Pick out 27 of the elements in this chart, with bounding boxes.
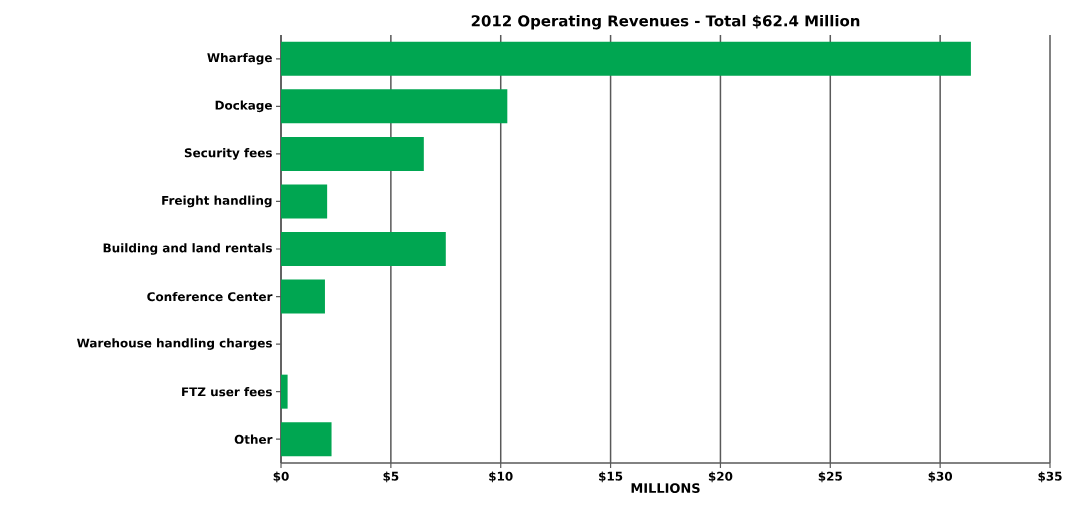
bar [281,374,288,409]
x-tick-label: $30 [928,471,953,483]
y-tick-label: Dockage [215,100,272,113]
x-tick-label: $15 [599,471,623,483]
bar [281,422,332,457]
x-tick-label: $20 [708,471,733,483]
y-tick-label: Freight handling [162,195,272,208]
chart-title: 2012 Operating Revenues - Total $62.4 Million [471,14,860,30]
y-tick-label: Security fees [184,148,272,160]
bar [281,41,971,76]
y-tick-label: Conference Center [147,291,273,302]
bar [281,279,325,314]
x-tick-label: $5 [383,471,399,483]
x-axis-title: MILLIONS [631,483,700,493]
x-tick-label: $25 [818,471,842,483]
y-tick-label: Warehouse handling charges [76,338,272,350]
bar [281,136,424,171]
x-tick-label: $10 [489,471,513,483]
bar [281,231,446,266]
bar [281,89,508,124]
x-tick-label: $35 [1038,471,1062,483]
y-tick-label: Wharfage [207,52,272,65]
y-tick-label: Other [234,434,273,444]
y-tick-label: FTZ user fees [182,387,272,397]
x-tick-label: $0 [273,471,289,483]
y-tick-label: Building and land rentals [103,243,272,255]
bar [281,184,328,219]
